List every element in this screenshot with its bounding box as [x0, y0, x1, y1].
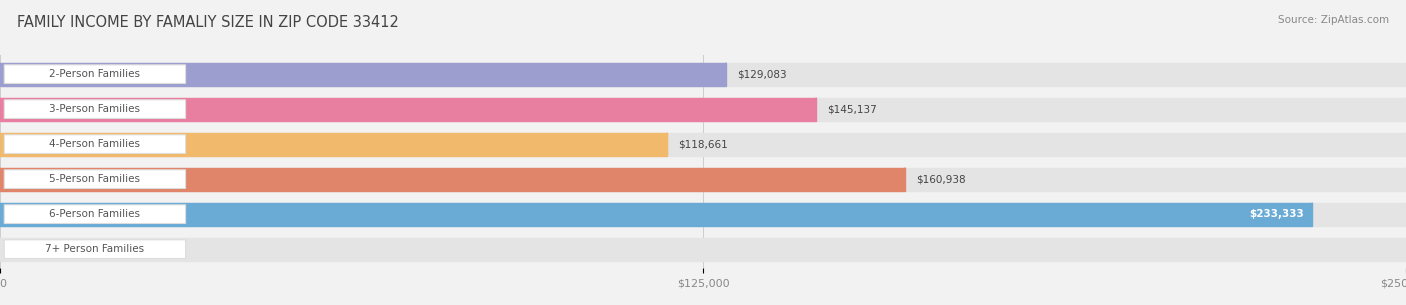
Bar — [0, 98, 817, 120]
Bar — [0, 133, 1406, 156]
Text: $233,333: $233,333 — [1249, 209, 1303, 219]
FancyBboxPatch shape — [4, 65, 186, 84]
Bar — [0, 63, 1406, 85]
Text: 6-Person Families: 6-Person Families — [49, 209, 141, 219]
Bar — [0, 133, 668, 156]
Bar — [0, 203, 1406, 225]
FancyBboxPatch shape — [4, 100, 186, 118]
Text: $129,083: $129,083 — [737, 69, 787, 79]
Bar — [0, 168, 1406, 191]
Text: Source: ZipAtlas.com: Source: ZipAtlas.com — [1278, 15, 1389, 25]
Bar — [0, 168, 905, 191]
Text: $0: $0 — [22, 244, 35, 254]
Text: $160,938: $160,938 — [917, 174, 966, 184]
Text: $145,137: $145,137 — [828, 104, 877, 114]
Text: $118,661: $118,661 — [679, 139, 728, 149]
Text: FAMILY INCOME BY FAMALIY SIZE IN ZIP CODE 33412: FAMILY INCOME BY FAMALIY SIZE IN ZIP COD… — [17, 15, 399, 30]
Text: 3-Person Families: 3-Person Families — [49, 104, 141, 114]
Bar — [0, 98, 1406, 120]
FancyBboxPatch shape — [4, 205, 186, 224]
Text: 2-Person Families: 2-Person Families — [49, 69, 141, 79]
FancyBboxPatch shape — [4, 170, 186, 188]
Text: 7+ Person Families: 7+ Person Families — [45, 244, 145, 254]
Text: 5-Person Families: 5-Person Families — [49, 174, 141, 184]
FancyBboxPatch shape — [4, 240, 186, 258]
Bar — [0, 203, 1312, 225]
Bar — [0, 238, 1406, 260]
Text: 4-Person Families: 4-Person Families — [49, 139, 141, 149]
FancyBboxPatch shape — [4, 135, 186, 153]
Bar — [0, 63, 725, 85]
